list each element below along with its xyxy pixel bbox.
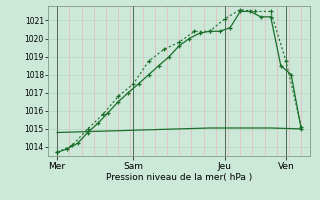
X-axis label: Pression niveau de la mer( hPa ): Pression niveau de la mer( hPa ) bbox=[106, 173, 252, 182]
